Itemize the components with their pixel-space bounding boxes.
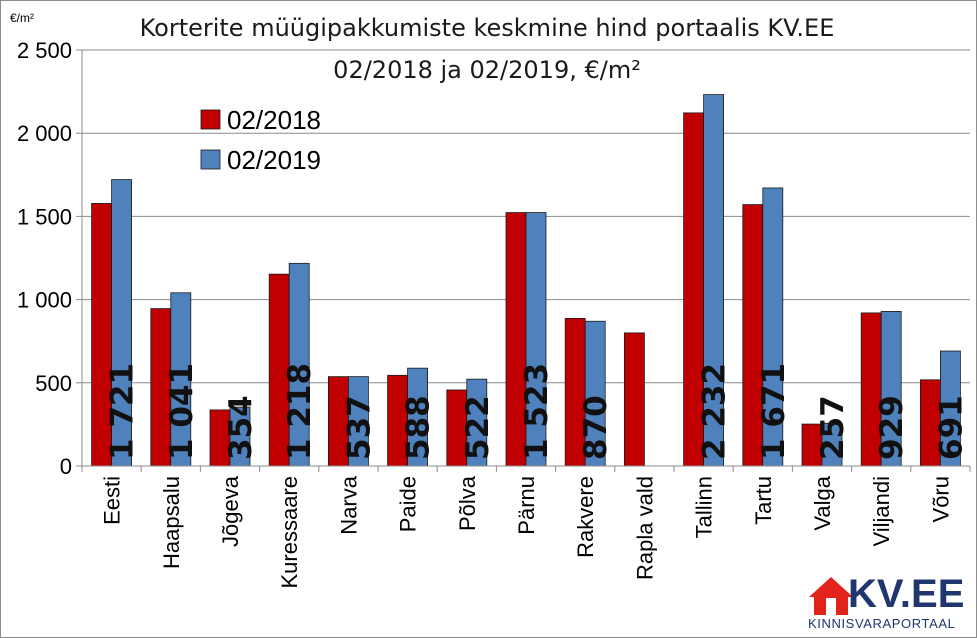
legend-label: 02/2018 (227, 105, 321, 135)
x-tick-label: Põlva (455, 475, 480, 531)
gridlines (76, 49, 970, 467)
y-tick-label: 1 500 (17, 204, 72, 229)
legend-label: 02/2019 (227, 145, 321, 175)
x-tick-label: Tartu (751, 476, 776, 525)
chart-title: Korterite müügipakkumiste keskmine hind … (140, 14, 835, 42)
x-tick-label: Eesti (100, 476, 125, 525)
data-label: 1 218 (282, 363, 318, 460)
x-tick-label: Narva (336, 475, 361, 534)
x-tick-label: Haapsalu (159, 476, 184, 569)
x-tick-label: Valga (810, 475, 835, 530)
logo-subtext: KINNISVARAPORTAAL (808, 616, 956, 631)
x-tick-label: Paide (396, 476, 421, 532)
data-label: 1 721 (105, 363, 141, 460)
x-tick-label: Pärnu (514, 476, 539, 535)
y-tick-label: 0 (60, 454, 72, 479)
y-tick-label: 500 (35, 371, 72, 396)
data-label: 1 671 (756, 363, 792, 460)
x-tick-label: Kuressaare (277, 476, 302, 589)
bars (91, 94, 961, 467)
data-label: 691 (933, 395, 969, 460)
logo-text: KV.EE (848, 572, 965, 616)
x-tick-label: Tallinn (692, 476, 717, 538)
data-labels: 1 721 1 041 354 1 218 537 588 522 1 523 870 2 232… (105, 363, 970, 460)
legend: 02/2018 02/2019 (200, 105, 321, 175)
x-tick-label: Jõgeva (218, 475, 243, 547)
house-icon (809, 577, 853, 615)
data-label: 929 (874, 395, 910, 460)
data-label: 588 (401, 395, 437, 460)
data-label: 1 523 (519, 363, 555, 460)
axes (81, 50, 971, 472)
y-tick-labels: 0 500 1 000 1 500 2 000 2 500 (17, 38, 72, 479)
legend-swatch (200, 149, 221, 170)
data-label: 537 (341, 395, 377, 460)
data-label: 2 232 (697, 363, 733, 460)
x-tick-label: Võru (928, 476, 953, 522)
x-tick-labels: Eesti Haapsalu Jõgeva Kuressaare Narva Paide P… (100, 475, 954, 588)
y-tick-label: 1 000 (17, 288, 72, 313)
data-label: 354 (223, 395, 259, 460)
y-tick-label: 2 500 (17, 38, 72, 63)
bar-2018 (624, 332, 645, 467)
x-tick-label: Rakvere (573, 476, 598, 558)
y-tick-label: 2 000 (17, 121, 72, 146)
legend-swatch (200, 109, 221, 130)
data-label: 1 041 (164, 363, 200, 460)
chart-subtitle: 02/2018 ja 02/2019, €/m² (333, 56, 641, 84)
y-unit-label: €/m² (10, 11, 34, 25)
x-tick-label: Rapla vald (632, 476, 657, 580)
kv-ee-logo: KV.EE KINNISVARAPORTAAL (808, 572, 968, 632)
data-label: 870 (578, 395, 614, 460)
x-tick-label: Viljandi (869, 476, 894, 547)
data-label: 257 (815, 395, 851, 460)
data-label: 522 (460, 395, 496, 460)
